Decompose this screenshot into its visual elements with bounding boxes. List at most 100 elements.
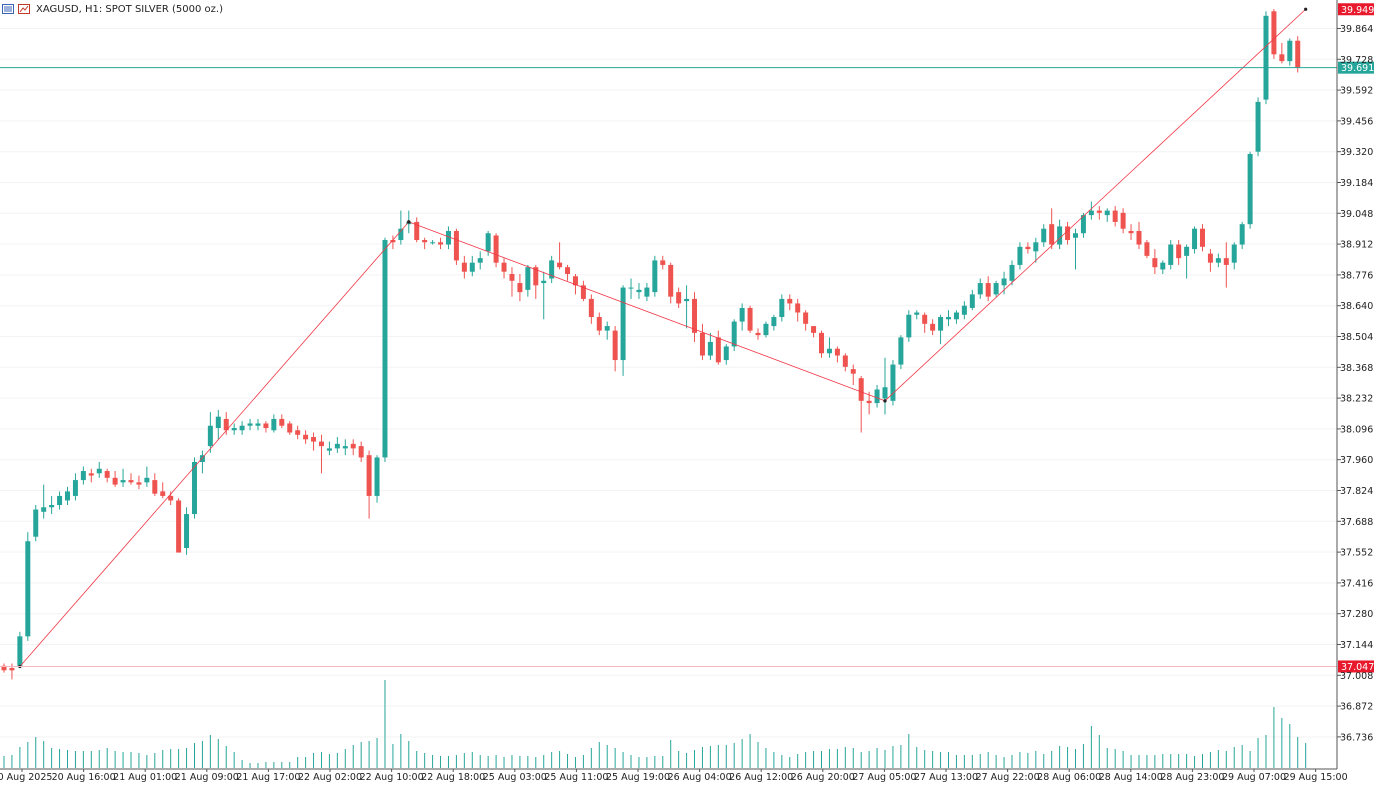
x-tick-label: 25 Aug 03:00 [483,772,547,783]
candle [1088,201,1094,220]
candle [128,473,134,485]
candle-body [811,326,817,333]
candle-body [1295,40,1301,68]
candle-body [596,317,602,331]
candle-body [9,668,15,671]
candle [946,310,952,327]
candle-body [1152,258,1158,268]
x-tick-label: 27 Aug 22:00 [976,772,1040,783]
candle-body [747,307,753,331]
candle [1041,224,1047,247]
low-price-label-bg [1338,660,1374,673]
candle-body [334,443,340,449]
candle [1120,208,1126,234]
candle-body [993,283,999,295]
candle-body [1001,278,1007,286]
candle-body [787,298,793,304]
candle-body [1080,215,1086,234]
candle [493,233,499,268]
candle [382,237,388,462]
candle [207,412,213,453]
candle [858,375,864,433]
candle [1065,221,1071,245]
candle-body [898,337,904,365]
candle [1025,242,1031,254]
candle [136,475,142,490]
candle-body [25,541,31,637]
candle-body [176,500,182,553]
chart-title: XAGUSD, H1: SPOT SILVER (5000 oz.) [36,3,223,15]
candle [231,423,237,435]
candle [120,468,126,487]
candle [398,210,404,245]
candle [9,663,15,680]
candle [72,473,78,501]
candle-body [311,437,317,442]
x-tick-label: 22 Aug 10:00 [360,772,424,783]
candle [1144,240,1150,259]
candle-body [342,446,348,449]
candle-body [271,418,277,431]
candle-body [223,418,229,431]
candle [533,264,539,299]
y-tick-label: 37.416 [1340,578,1373,589]
candle [660,255,666,270]
candle-body [533,267,539,286]
candle [898,335,904,370]
candle-body [469,262,475,272]
x-tick-label: 25 Aug 11:00 [544,772,608,783]
candle [1247,151,1253,229]
candle-body [1223,258,1229,265]
x-tick-label: 28 Aug 14:00 [1099,772,1163,783]
candle-body [953,312,959,320]
candle-body [1041,228,1047,243]
candle [739,303,745,331]
candle-body [668,264,674,297]
candle [1295,36,1301,73]
candle-body [938,317,944,331]
candle [184,507,190,555]
candle [1001,271,1007,295]
low-price-label: 37.047 [1341,662,1374,673]
candle-body [96,468,102,474]
candle-body [366,455,372,496]
candle [1009,260,1015,286]
y-tick-label: 38.504 [1340,332,1373,343]
candle-body [866,400,872,404]
candle-body [755,332,761,336]
candle-body [1025,246,1031,250]
candle-body [731,321,737,347]
candle [239,421,245,435]
candle-body [422,240,428,243]
candle [374,455,380,503]
candle [1231,242,1237,270]
candle [1017,242,1023,270]
chart-icon[interactable] [18,4,30,14]
x-tick-label: 21 Aug 09:00 [175,772,239,783]
y-tick-label: 39.728 [1340,55,1373,66]
y-tick-label: 37.960 [1340,455,1373,466]
candle [1160,260,1166,274]
candle-body [1112,210,1118,222]
candle-body [557,262,563,268]
candle-body [1072,233,1078,238]
candle-body [231,427,237,431]
candle-body [1057,226,1063,245]
candle-body [922,314,928,324]
candle [453,228,459,265]
candle [430,240,436,245]
x-tick-label: 21 Aug 17:00 [236,772,300,783]
y-tick-label: 37.688 [1340,517,1373,528]
candle [612,326,618,372]
candle-body [565,267,571,274]
y-tick-label: 37.144 [1340,640,1373,651]
list-icon[interactable] [2,4,14,14]
y-tick-label: 37.280 [1340,609,1373,620]
candle-body [120,480,126,483]
candle [311,432,317,451]
candle-body [1160,262,1166,270]
y-tick-label: 37.008 [1340,671,1373,682]
candle-body [501,262,507,272]
